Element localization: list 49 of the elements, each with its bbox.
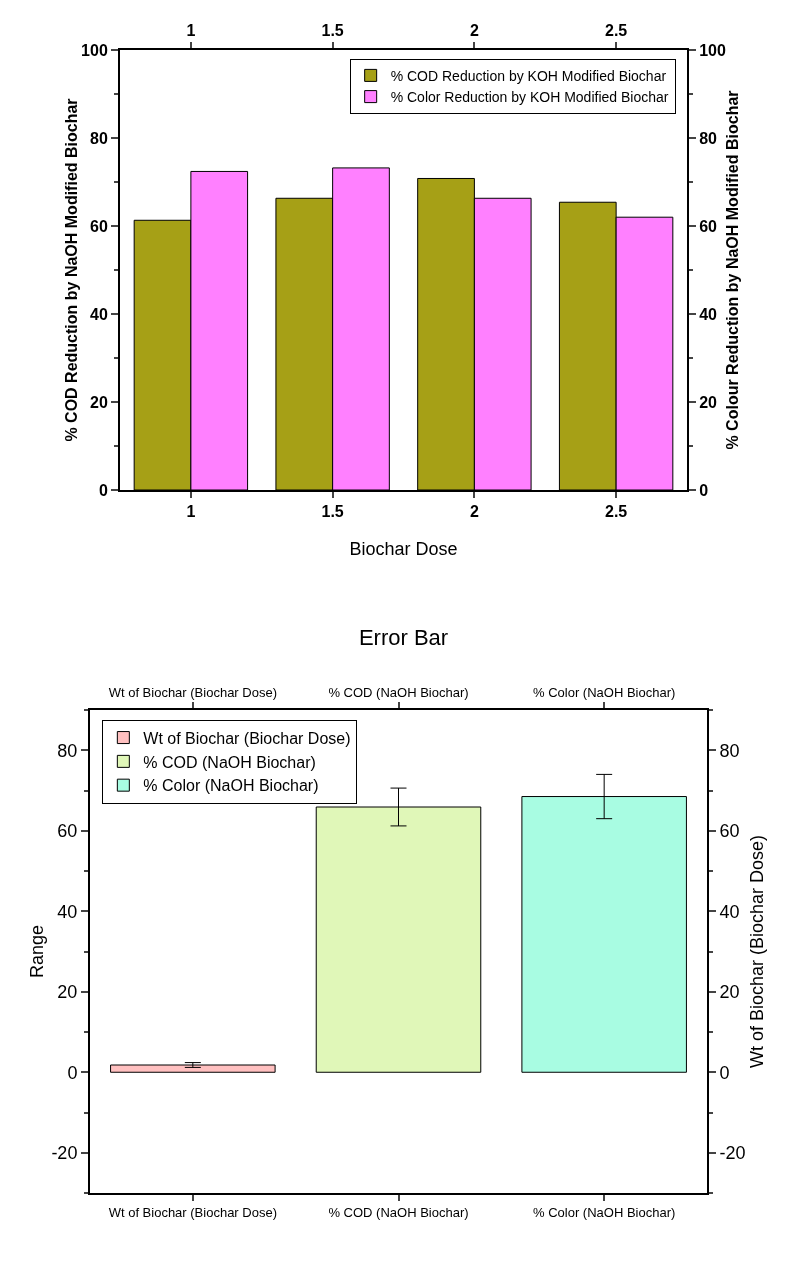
- y-tick-label: 100: [81, 41, 108, 59]
- y2-tick-label: 20: [719, 982, 740, 1003]
- y-axis-title: Range: [27, 924, 47, 979]
- legend-label: % COD Reduction by KOH Modified Biochar: [390, 67, 667, 84]
- category-label: % COD (NaOH Biochar): [328, 1204, 469, 1220]
- legend-label: % COD (NaOH Biochar): [143, 753, 316, 771]
- y-tick-label: 80: [57, 740, 78, 761]
- category-label: % Color (NaOH Biochar): [533, 1204, 676, 1220]
- y2-tick-label: 60: [719, 821, 740, 842]
- category-label: 2.5: [605, 503, 628, 521]
- legend-label: Wt of Biochar (Biochar Dose): [143, 729, 351, 747]
- x-axis-title: Biochar Dose: [349, 539, 458, 559]
- y2-tick-label: 100: [699, 41, 726, 59]
- y-tick-label: 80: [90, 129, 108, 147]
- y2-tick-label: 80: [699, 129, 718, 147]
- x-tick-label: 1.5: [321, 21, 344, 39]
- y-tick-label: 0: [67, 1062, 78, 1083]
- category-label: 1.5: [321, 503, 344, 521]
- x-tick-label: 2.5: [605, 21, 628, 39]
- y-tick-label: 20: [90, 393, 108, 411]
- x-tick-label: % COD (NaOH Biochar): [328, 684, 469, 700]
- x-tick-label: 2: [469, 21, 479, 39]
- y-tick-label: 20: [57, 982, 78, 1003]
- y2-tick-label: 0: [699, 481, 709, 499]
- y-tick-label: 60: [57, 821, 78, 842]
- legend-label: % Color Reduction by KOH Modified Biochar: [390, 89, 669, 106]
- legend-label: % Color (NaOH Biochar): [143, 777, 319, 795]
- y2-axis-title: Wt of Biochar (Biochar Dose): [747, 834, 767, 1069]
- y-tick-label: 0: [98, 481, 108, 499]
- y-tick-label: 40: [57, 901, 78, 922]
- y2-tick-label: 20: [699, 393, 718, 411]
- category-label: 1: [186, 503, 196, 521]
- y2-axis-title: % Colour Reduction by NaOH Modified Biochar: [724, 90, 741, 450]
- y2-tick-label: 60: [699, 217, 718, 235]
- category-label: 2: [469, 503, 479, 521]
- y2-tick-label: 40: [719, 901, 740, 922]
- x-tick-label: % Color (NaOH Biochar): [533, 684, 676, 700]
- y2-tick-label: 80: [719, 740, 740, 761]
- y2-tick-label: 0: [719, 1062, 730, 1083]
- x-tick-label: 1: [186, 21, 196, 39]
- y2-tick-label: 40: [699, 305, 718, 323]
- y-tick-label: 40: [90, 305, 108, 323]
- x-tick-label: Wt of Biochar (Biochar Dose): [108, 684, 277, 700]
- chart-title: Error Bar: [358, 624, 449, 650]
- y2-tick-label: -20: [719, 1143, 746, 1164]
- y-tick-label: 60: [90, 217, 108, 235]
- y-tick-label: -20: [51, 1143, 78, 1164]
- category-label: Wt of Biochar (Biochar Dose): [108, 1204, 277, 1220]
- y-axis-title: % COD Reduction by NaOH Modified Biochar: [63, 98, 80, 442]
